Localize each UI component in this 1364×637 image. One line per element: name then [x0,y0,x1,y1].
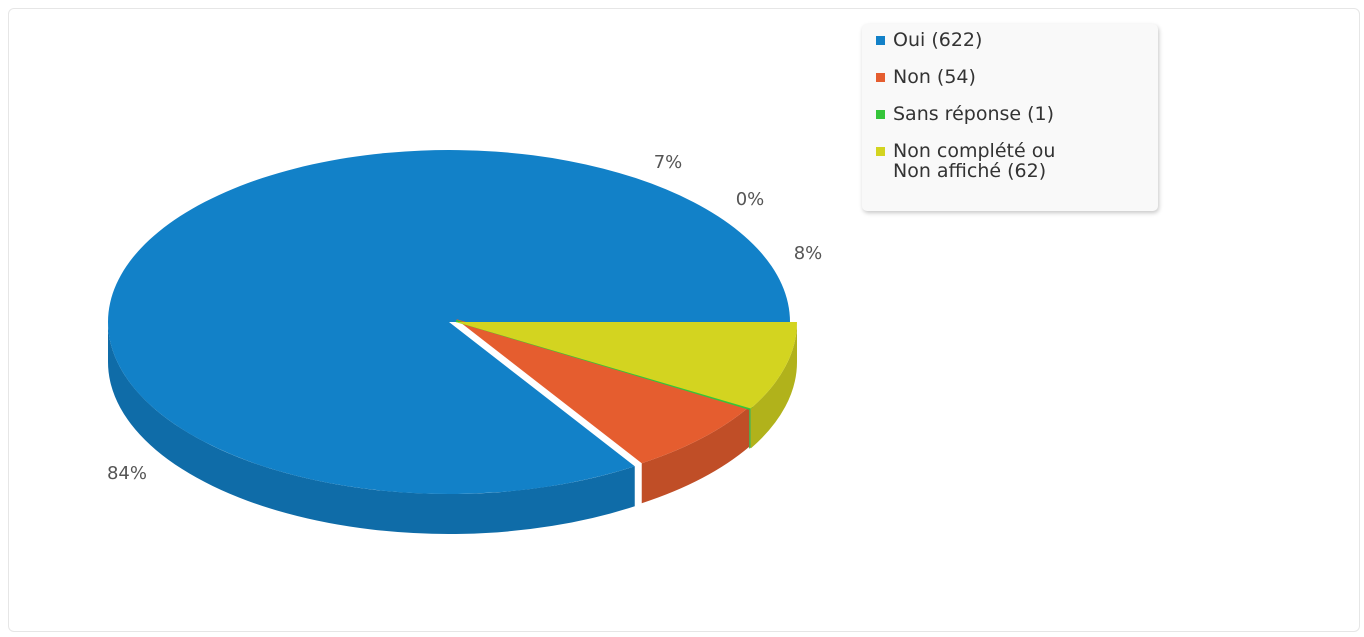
pie-slice-side-non [641,406,750,504]
legend-item-oui[interactable]: Oui (622) [876,30,1158,50]
pie-slice-side-sans-reponse [749,407,751,449]
legend-swatch-oui [876,36,885,45]
legend-swatch-non-complete [876,147,885,156]
legend-item-non-complete[interactable]: Non complété ou Non affiché (62) [876,141,1158,181]
pie-slice-side-oui [108,322,635,534]
data-label-non-complete: 8% [794,243,823,264]
legend-swatch-non [876,73,885,82]
pie-slice-side-non-complete [750,322,797,449]
legend-label-non-complete: Non complété ou Non affiché (62) [893,140,1056,182]
legend-label-non: Non (54) [893,66,976,88]
legend-label-sans-reponse: Sans réponse (1) [893,103,1055,125]
legend-item-sans-reponse[interactable]: Sans réponse (1) [876,104,1158,124]
legend-label-oui: Oui (622) [893,29,983,51]
data-label-non: 7% [654,152,683,173]
legend-swatch-sans-reponse [876,110,885,119]
pie-slice-non-complete[interactable] [456,322,797,409]
chart-legend: Oui (622) Non (54) Sans réponse (1) Non … [862,24,1158,211]
data-label-sans-reponse: 0% [736,189,765,210]
pie-slice-oui[interactable] [107,150,791,494]
legend-item-non[interactable]: Non (54) [876,67,1158,87]
pie-slice-non[interactable] [456,319,750,464]
data-label-oui: 84% [107,463,147,484]
